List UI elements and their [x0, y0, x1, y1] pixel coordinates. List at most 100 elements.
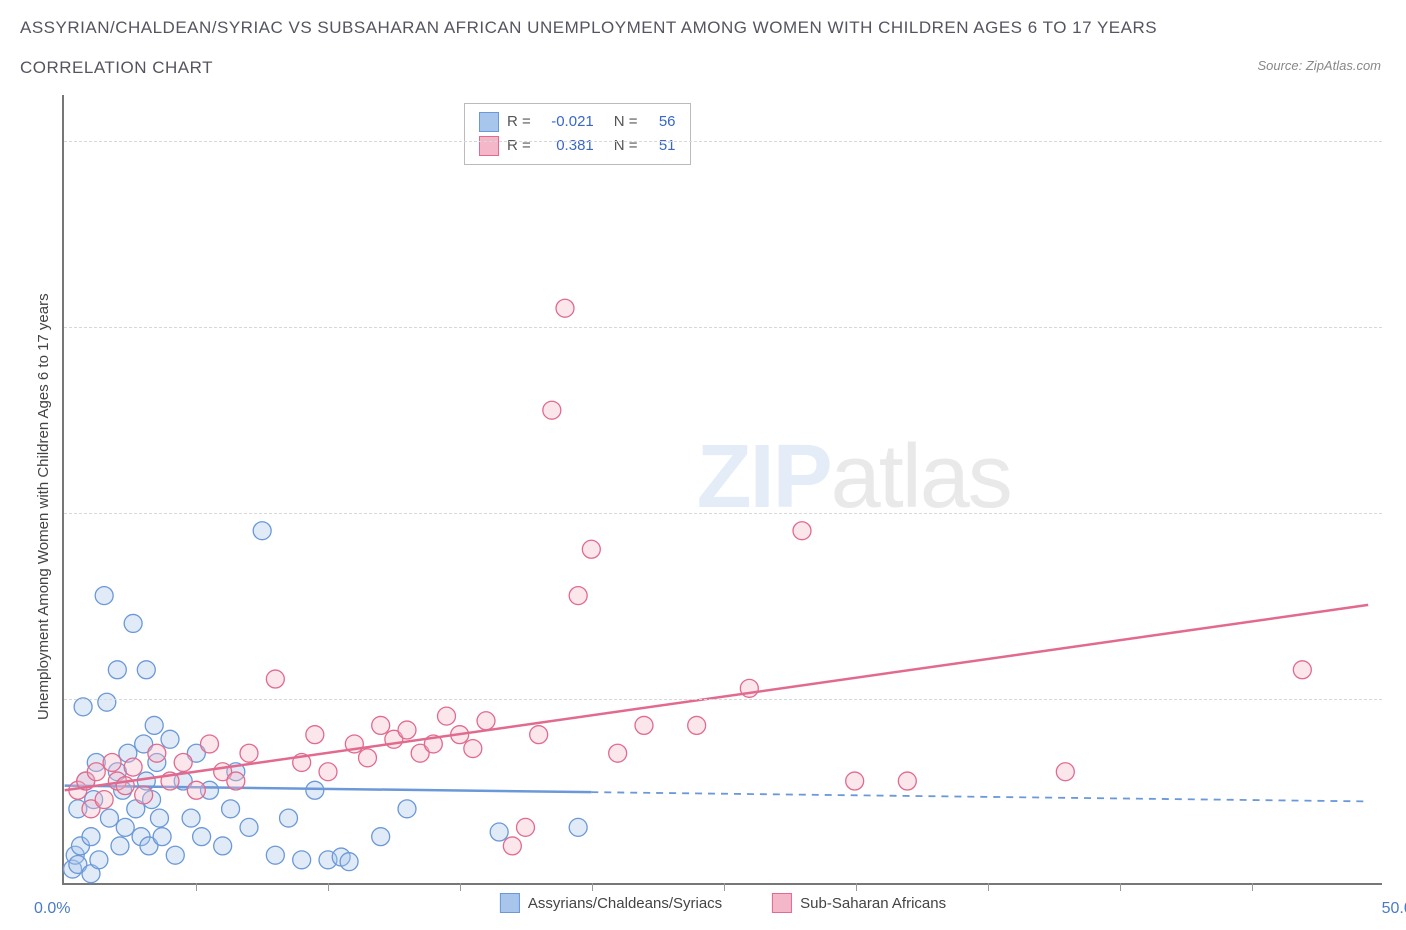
x-axis-max-label: 50.0%	[1382, 900, 1406, 918]
data-point	[166, 846, 184, 864]
data-point	[124, 614, 142, 632]
data-point	[319, 763, 337, 781]
legend-swatch	[479, 112, 499, 132]
series-legend-label: Assyrians/Chaldeans/Syriacs	[528, 895, 722, 912]
data-point	[95, 587, 113, 605]
data-point	[898, 772, 916, 790]
data-point	[464, 740, 482, 758]
gridline	[64, 699, 1382, 700]
data-point	[517, 818, 535, 836]
data-point	[569, 587, 587, 605]
data-point	[100, 809, 118, 827]
data-point	[193, 828, 211, 846]
data-point	[95, 791, 113, 809]
data-point	[569, 818, 587, 836]
data-point	[174, 754, 192, 772]
data-point	[635, 716, 653, 734]
x-tick	[592, 883, 593, 891]
n-label: N =	[614, 134, 638, 158]
legend-swatch	[500, 893, 520, 913]
data-point	[240, 818, 258, 836]
trend-line	[65, 605, 1368, 790]
data-point	[490, 823, 508, 841]
data-point	[438, 707, 456, 725]
data-point	[253, 522, 271, 540]
data-point	[266, 846, 284, 864]
data-point	[266, 670, 284, 688]
data-point	[306, 726, 324, 744]
data-point	[116, 777, 134, 795]
x-tick	[328, 883, 329, 891]
source-attribution: Source: ZipAtlas.com	[1257, 58, 1381, 73]
x-tick	[196, 883, 197, 891]
correlation-legend-row: R = -0.021 N = 56	[479, 110, 676, 134]
data-point	[103, 754, 121, 772]
scatter-svg	[64, 95, 1382, 883]
data-point	[793, 522, 811, 540]
x-tick	[460, 883, 461, 891]
data-point	[688, 716, 706, 734]
data-point	[477, 712, 495, 730]
x-tick	[1120, 883, 1121, 891]
data-point	[74, 698, 92, 716]
r-value: -0.021	[539, 110, 594, 134]
gridline	[64, 513, 1382, 514]
correlation-legend: R =-0.021N =56R =0.381N =51	[464, 103, 691, 165]
data-point	[340, 853, 358, 871]
x-axis-min-label: 0.0%	[34, 900, 70, 918]
data-point	[108, 661, 126, 679]
r-label: R =	[507, 134, 531, 158]
data-point	[530, 726, 548, 744]
data-point	[609, 744, 627, 762]
data-point	[182, 809, 200, 827]
data-point	[135, 786, 153, 804]
data-point	[359, 749, 377, 767]
n-value: 56	[646, 110, 676, 134]
data-point	[227, 772, 245, 790]
chart-subtitle: CORRELATION CHART	[20, 58, 213, 78]
series-legend: Assyrians/Chaldeans/Syriacs Sub-Saharan A…	[500, 893, 946, 913]
data-point	[582, 540, 600, 558]
data-point	[1293, 661, 1311, 679]
series-legend-label: Sub-Saharan Africans	[800, 895, 946, 912]
data-point	[153, 828, 171, 846]
data-point	[240, 744, 258, 762]
data-point	[150, 809, 168, 827]
data-point	[503, 837, 521, 855]
trend-line-extrapolated	[591, 792, 1368, 801]
correlation-legend-row: R =0.381N =51	[479, 134, 676, 158]
chart-title: ASSYRIAN/CHALDEAN/SYRIAC VS SUBSAHARAN A…	[20, 18, 1157, 38]
data-point	[111, 837, 129, 855]
r-label: R =	[507, 110, 531, 134]
data-point	[372, 716, 390, 734]
data-point	[201, 735, 219, 753]
data-point	[124, 758, 142, 776]
legend-swatch	[772, 893, 792, 913]
gridline	[64, 141, 1382, 142]
data-point	[306, 781, 324, 799]
data-point	[556, 299, 574, 317]
x-tick	[1252, 883, 1253, 891]
data-point	[398, 800, 416, 818]
x-tick	[724, 883, 725, 891]
data-point	[293, 851, 311, 869]
n-value: 51	[646, 134, 676, 158]
data-point	[145, 716, 163, 734]
data-point	[1056, 763, 1074, 781]
data-point	[90, 851, 108, 869]
data-point	[280, 809, 298, 827]
series-legend-item: Assyrians/Chaldeans/Syriacs	[500, 893, 722, 913]
y-axis-label: Unemployment Among Women with Children A…	[35, 293, 52, 720]
data-point	[398, 721, 416, 739]
data-point	[187, 781, 205, 799]
data-point	[87, 763, 105, 781]
x-tick	[988, 883, 989, 891]
chart-plot-area: ZIPatlas R =-0.021N =56R =0.381N =51 0.0…	[62, 95, 1382, 885]
data-point	[846, 772, 864, 790]
gridline	[64, 327, 1382, 328]
data-point	[161, 730, 179, 748]
data-point	[82, 828, 100, 846]
data-point	[98, 693, 116, 711]
data-point	[372, 828, 390, 846]
n-label: N =	[614, 110, 638, 134]
